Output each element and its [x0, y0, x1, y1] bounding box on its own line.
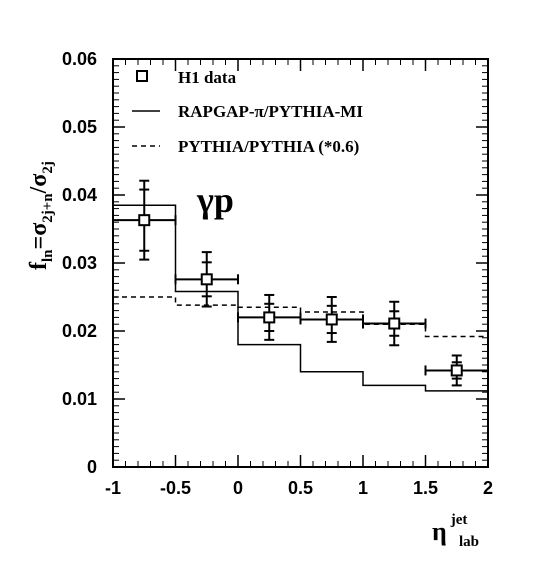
y-tick-label: 0.04: [62, 185, 97, 205]
y-axis-label: fln=σ2j+n/σ2j: [26, 161, 56, 270]
series-pythia-histogram: [113, 296, 488, 338]
axis-ticks: [112, 58, 489, 468]
h1-data-point: [362, 300, 427, 347]
x-tick-label: 1.5: [413, 478, 438, 498]
x-tick-label: 0: [233, 478, 243, 498]
x-tick-label: -0.5: [160, 478, 191, 498]
y-tick-label: 0.02: [62, 321, 97, 341]
h1-data-point: [237, 293, 302, 341]
x-tick-label: -1: [105, 478, 121, 498]
y-tick-label: 0.01: [62, 389, 97, 409]
legend-marker-h1: [136, 70, 148, 82]
h1-marker: [263, 311, 276, 324]
legend: H1 data RAPGAP-π/PYTHIA-MI PYTHIA/PYTHIA…: [132, 68, 363, 156]
legend-entry-rapgap: RAPGAP-π/PYTHIA-MI: [178, 102, 363, 121]
h1-data-point: [424, 354, 489, 387]
series-rapgap-histogram: [113, 204, 488, 392]
y-tick-label: 0.06: [62, 49, 97, 69]
h1-marker: [200, 273, 213, 286]
h1-data-point: [112, 179, 177, 261]
h1-data-point: [174, 251, 239, 308]
x-axis-label: η jet lab: [432, 512, 479, 550]
legend-entry-pythia: PYTHIA/PYTHIA (*0.6): [178, 137, 359, 156]
x-tick-label: 0.5: [288, 478, 313, 498]
y-tick-label: 0.05: [62, 117, 97, 137]
series-layer: [112, 179, 489, 392]
h1-marker: [325, 313, 338, 326]
legend-entry-h1: H1 data: [178, 68, 237, 87]
h1-marker: [138, 214, 151, 227]
y-tick-label: 0: [87, 457, 97, 477]
y-tick-label: 0.03: [62, 253, 97, 273]
h1-marker: [450, 364, 463, 377]
h1-data-point: [299, 296, 364, 343]
x-tick-label: 2: [483, 478, 493, 498]
annotation-gamma-p: γp: [196, 180, 234, 220]
x-tick-label: 1: [358, 478, 368, 498]
x-tick-labels: -1 -0.5 0 0.5 1 1.5 2: [105, 478, 493, 498]
y-tick-labels: 0 0.01 0.02 0.03 0.04 0.05 0.06: [62, 49, 97, 477]
h1-marker: [388, 317, 401, 330]
